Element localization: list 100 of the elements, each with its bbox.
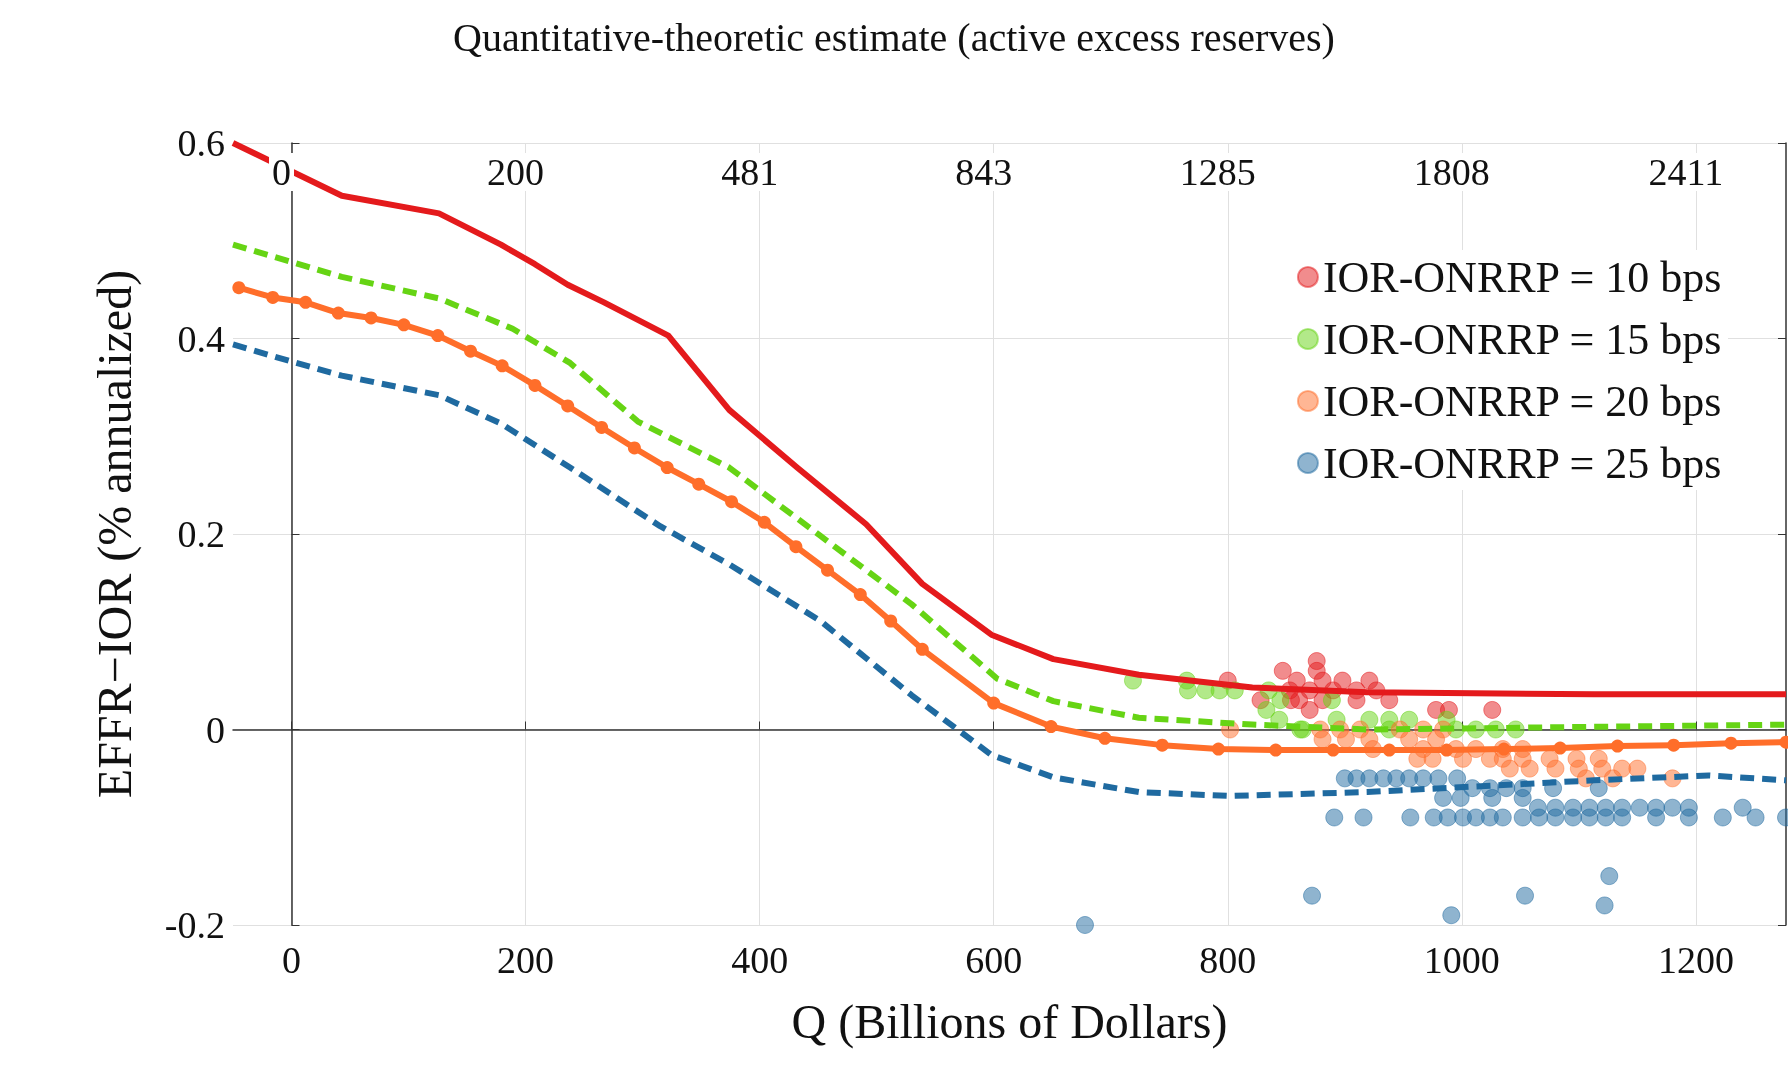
point bbox=[1600, 867, 1619, 886]
point bbox=[1098, 731, 1112, 745]
point bbox=[1679, 798, 1698, 817]
point bbox=[821, 563, 835, 577]
y-tick-label: 0.4 bbox=[177, 317, 225, 360]
point bbox=[1580, 798, 1599, 817]
point bbox=[1326, 743, 1340, 757]
point bbox=[1520, 759, 1539, 778]
point bbox=[232, 281, 246, 295]
point bbox=[1273, 661, 1292, 680]
point bbox=[1451, 788, 1470, 807]
point bbox=[1546, 759, 1565, 778]
x-tick-label: 1000 bbox=[1423, 939, 1500, 981]
y-tick-label: -0.2 bbox=[164, 904, 225, 946]
point bbox=[1497, 742, 1511, 756]
point bbox=[1322, 691, 1341, 710]
point bbox=[1271, 691, 1290, 710]
point bbox=[725, 495, 739, 509]
point bbox=[1325, 808, 1344, 827]
point bbox=[1270, 710, 1289, 729]
point bbox=[1257, 700, 1276, 719]
point bbox=[1400, 730, 1419, 749]
point bbox=[1647, 798, 1666, 817]
annotation: 2411 bbox=[1648, 151, 1724, 193]
annotation: 200 bbox=[487, 151, 545, 193]
point bbox=[1440, 743, 1454, 757]
x-axis-title: Q (Billions of Dollars) bbox=[791, 994, 1228, 1049]
point bbox=[1610, 739, 1624, 753]
point bbox=[1434, 788, 1453, 807]
point bbox=[464, 344, 478, 358]
point bbox=[1360, 769, 1379, 788]
y-tick-label: 0.6 bbox=[177, 122, 225, 164]
point bbox=[1044, 720, 1058, 734]
point bbox=[1630, 798, 1649, 817]
point bbox=[1178, 681, 1197, 700]
point bbox=[1733, 798, 1752, 817]
point bbox=[1724, 736, 1738, 750]
point bbox=[692, 477, 706, 491]
point bbox=[1401, 808, 1420, 827]
point bbox=[1076, 916, 1094, 934]
annotation: 1285 bbox=[1179, 151, 1256, 193]
point bbox=[1448, 769, 1467, 788]
point bbox=[495, 359, 509, 373]
legend-label: IOR-ONRRP = 10 bps bbox=[1322, 252, 1722, 302]
point bbox=[1553, 741, 1567, 755]
point bbox=[1438, 808, 1457, 827]
point bbox=[1564, 798, 1582, 817]
x-tick-label: 1200 bbox=[1657, 939, 1734, 981]
legend-label: IOR-ONRRP = 25 bps bbox=[1322, 438, 1722, 488]
point bbox=[1424, 808, 1443, 827]
point bbox=[266, 290, 280, 304]
point bbox=[397, 318, 411, 332]
point bbox=[1300, 700, 1319, 719]
point bbox=[1313, 730, 1332, 749]
point bbox=[884, 614, 898, 628]
x-tick-label: 400 bbox=[731, 939, 789, 981]
y-axis-title: EFFR−IOR (% annualized) bbox=[87, 269, 142, 799]
point bbox=[1442, 906, 1461, 925]
annotation: 1808 bbox=[1413, 151, 1490, 193]
point bbox=[1400, 769, 1419, 788]
point bbox=[1589, 779, 1608, 798]
point bbox=[1307, 652, 1326, 671]
point bbox=[757, 515, 771, 529]
point bbox=[1546, 798, 1565, 817]
point bbox=[1613, 798, 1632, 817]
point bbox=[660, 461, 674, 475]
point bbox=[915, 642, 929, 656]
y-tick-label: 0.2 bbox=[177, 513, 225, 555]
point bbox=[1269, 743, 1283, 757]
point bbox=[1382, 743, 1396, 757]
legend-label: IOR-ONRRP = 20 bps bbox=[1322, 376, 1722, 426]
point bbox=[1211, 742, 1225, 756]
point bbox=[528, 378, 542, 392]
point bbox=[364, 311, 378, 325]
point bbox=[1303, 886, 1322, 905]
point bbox=[1414, 769, 1433, 788]
point bbox=[1466, 808, 1485, 827]
point bbox=[1595, 896, 1614, 915]
point bbox=[1429, 769, 1448, 788]
point bbox=[1513, 808, 1532, 827]
annotation: 0 bbox=[272, 151, 292, 193]
point bbox=[987, 696, 1001, 710]
point bbox=[431, 329, 445, 343]
point bbox=[1483, 700, 1502, 719]
point bbox=[1493, 808, 1512, 827]
point bbox=[1516, 886, 1535, 905]
x-tick-label: 0 bbox=[282, 939, 302, 981]
x-tick-label: 800 bbox=[1199, 939, 1257, 981]
legend-label: IOR-ONRRP = 15 bps bbox=[1322, 314, 1722, 364]
point bbox=[1663, 798, 1682, 817]
point bbox=[331, 306, 345, 320]
point bbox=[1427, 730, 1446, 749]
point bbox=[627, 441, 641, 455]
point bbox=[1593, 759, 1612, 778]
annotation: 843 bbox=[955, 151, 1013, 193]
point bbox=[1667, 738, 1681, 752]
point bbox=[1336, 730, 1355, 749]
point bbox=[1628, 759, 1647, 778]
annotation: 481 bbox=[721, 151, 779, 193]
point bbox=[561, 399, 575, 413]
